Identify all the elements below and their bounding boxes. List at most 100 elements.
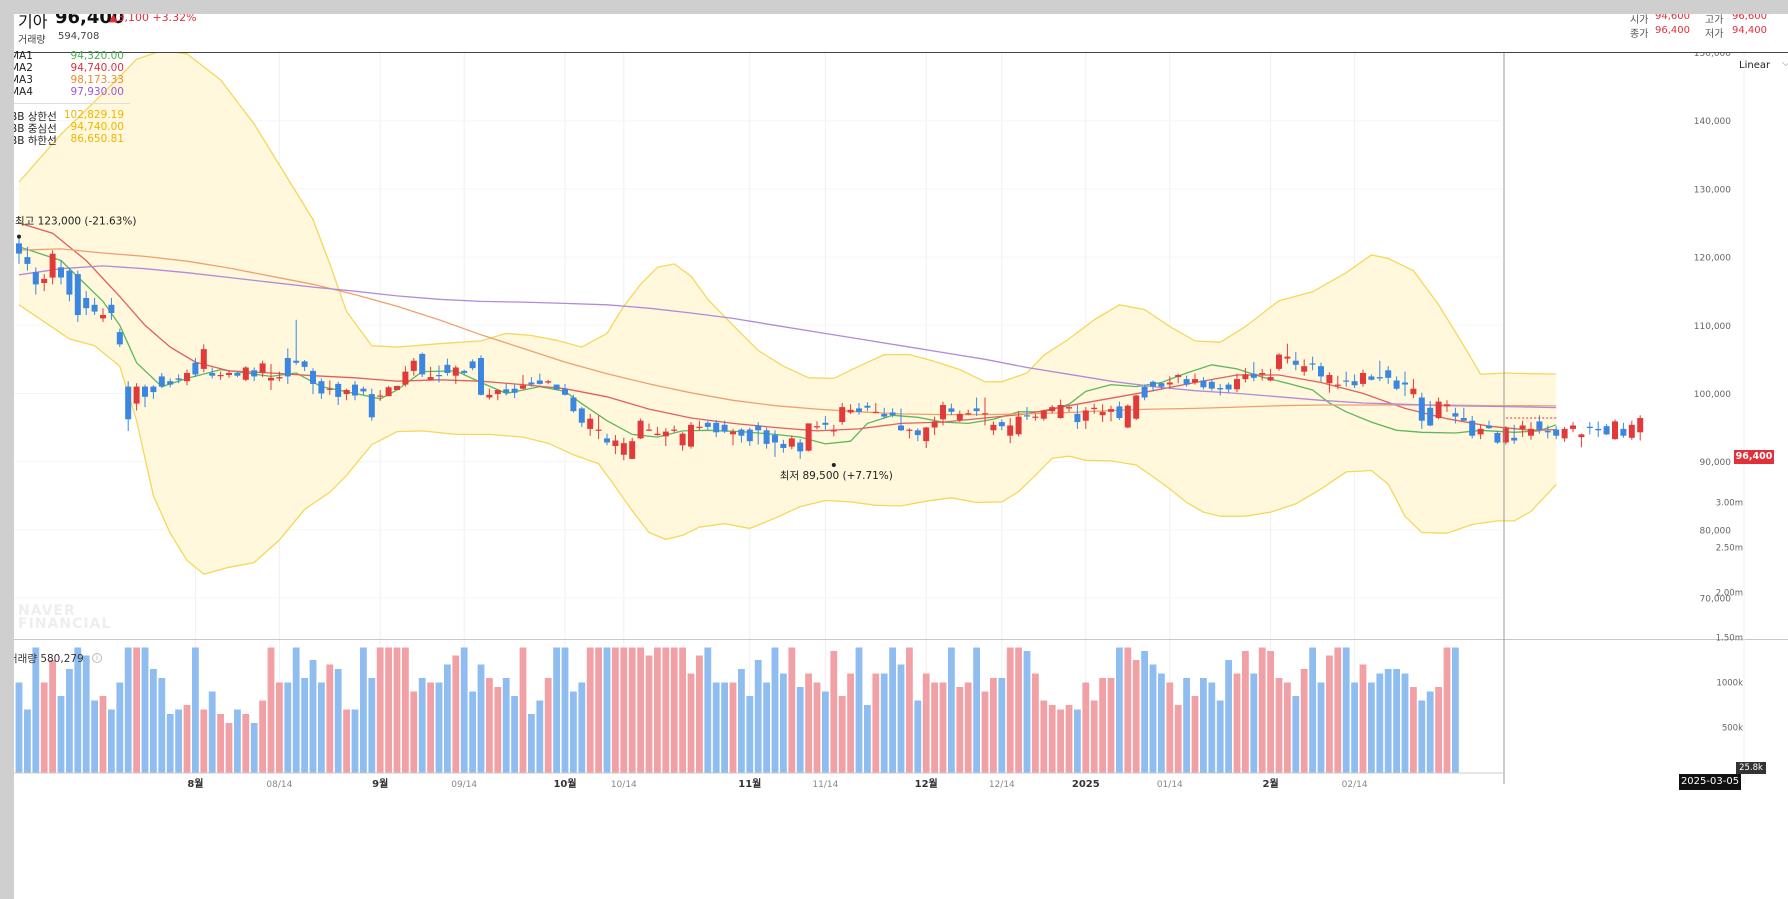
volume-bar — [830, 651, 838, 773]
candle-body — [1057, 405, 1064, 418]
volume-bar — [444, 664, 451, 773]
candle — [637, 418, 644, 440]
volume-bar — [1393, 669, 1400, 773]
candle-body — [914, 430, 921, 436]
candle — [133, 383, 140, 411]
x-tick-label: 11/14 — [812, 780, 838, 790]
candle-body — [1267, 377, 1274, 381]
candle-body — [545, 381, 552, 383]
volume-bar — [544, 678, 552, 773]
candle — [889, 408, 896, 418]
stock-header: 기아 96,400 ▲3,100 +3.32% 거래량 594,708 시가 9… — [14, 14, 1788, 53]
candle-body — [856, 408, 862, 412]
candle — [125, 381, 132, 431]
candle — [1292, 351, 1299, 371]
candle-body — [612, 440, 619, 446]
candle-body — [66, 270, 73, 295]
volume-bar — [612, 647, 619, 773]
volume-bar — [704, 647, 712, 773]
volume-bar — [368, 678, 376, 773]
candle-body — [49, 253, 56, 278]
candle-body — [1360, 373, 1366, 384]
volume-bar — [1435, 687, 1442, 773]
candle — [116, 328, 123, 348]
volume-bar — [301, 678, 308, 773]
candle — [1410, 379, 1417, 399]
candle-body — [352, 384, 358, 396]
candle-body — [24, 257, 31, 264]
candle-body — [889, 412, 896, 416]
candle — [772, 430, 778, 457]
candle-body — [948, 408, 955, 412]
candle-body — [982, 413, 988, 415]
low-value: 94,400 — [1732, 25, 1767, 36]
volume-bar — [712, 682, 720, 773]
candle — [528, 377, 535, 387]
volume-bar — [141, 647, 149, 773]
candle — [923, 426, 930, 448]
volume-bar — [780, 673, 787, 773]
candle-body — [1217, 388, 1224, 390]
volume-bar — [1452, 647, 1459, 773]
volume-bar — [738, 669, 745, 773]
candle — [1091, 403, 1098, 414]
candle — [965, 409, 972, 416]
x-tick-label: 09/14 — [451, 780, 477, 790]
candle — [251, 367, 258, 382]
volume-bar — [1158, 673, 1165, 773]
volume-bar — [1443, 647, 1451, 773]
candle — [654, 426, 661, 436]
candle — [1620, 422, 1627, 438]
candle-body — [335, 383, 342, 397]
candle — [948, 403, 955, 416]
candle — [763, 427, 770, 449]
candle — [721, 420, 728, 433]
volume-bar — [502, 678, 510, 773]
candle-body — [730, 431, 736, 435]
info-circle-icon[interactable]: i — [92, 653, 102, 663]
volume-bar — [32, 647, 40, 773]
ma-line-ma4 — [18, 265, 1557, 409]
candle — [1326, 372, 1333, 393]
candle-body — [1166, 382, 1173, 385]
candle — [377, 390, 384, 401]
candle-body — [788, 438, 795, 447]
candle-body — [1502, 427, 1509, 443]
volume-bar — [1074, 709, 1081, 773]
candle-body — [1024, 415, 1030, 417]
price-chart[interactable]: 최고 123,000 (-21.63%) 최저 89,500 (+7.71%) 15… — [14, 14, 1788, 899]
volume-bar — [1048, 705, 1056, 773]
candle — [16, 236, 22, 264]
candle — [226, 370, 232, 378]
candle-body — [1393, 380, 1400, 389]
volume-bar — [864, 705, 871, 773]
candle-body — [74, 274, 81, 315]
candle-body — [116, 332, 123, 345]
candle — [1158, 382, 1165, 390]
candle — [520, 375, 526, 390]
candle-body — [385, 387, 392, 397]
candle-body — [1553, 429, 1560, 436]
candle-body — [1124, 405, 1131, 428]
candle-body — [906, 429, 913, 431]
scale-mode-button[interactable]: Linear — [1739, 60, 1771, 71]
volume-bar — [838, 696, 846, 773]
candle — [1343, 371, 1350, 387]
x-tick-label: 01/14 — [1157, 780, 1183, 790]
candle-body — [427, 377, 434, 380]
candle — [814, 421, 820, 430]
volume-bar — [914, 700, 922, 773]
candle-body — [410, 360, 417, 371]
volume-bar — [1326, 655, 1333, 773]
candle — [1376, 360, 1383, 382]
candle-body — [1032, 416, 1039, 418]
candle — [427, 366, 434, 381]
chevron-down-icon[interactable]: ⌵ — [1782, 58, 1788, 69]
volume-bar — [1183, 678, 1190, 773]
volume-bar — [1200, 678, 1207, 773]
volume-bar — [91, 700, 98, 773]
candle — [242, 366, 249, 382]
candle — [1586, 422, 1593, 435]
candle-body — [646, 429, 652, 431]
candle — [1561, 426, 1568, 442]
